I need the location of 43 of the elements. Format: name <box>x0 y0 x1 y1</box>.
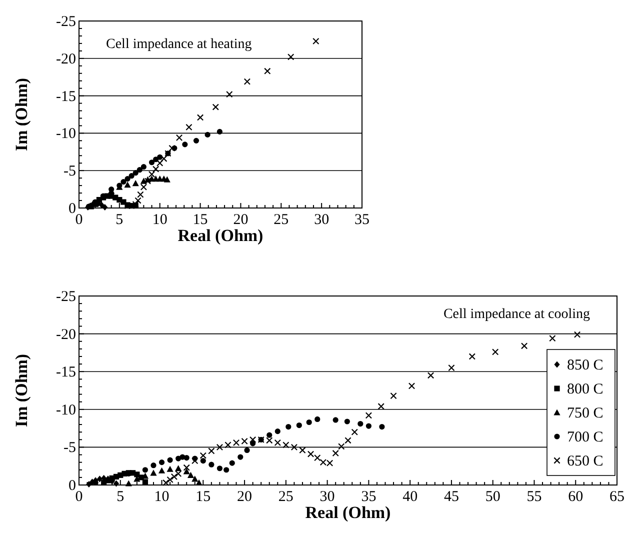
y-tick-label: -20 <box>56 326 76 343</box>
y-tick-label: -5 <box>64 440 76 456</box>
x-tick-label: 20 <box>233 212 248 228</box>
x-tick-label: 10 <box>154 489 170 505</box>
legend-label: 800 C <box>567 382 604 398</box>
x-tick-label: 10 <box>152 212 168 228</box>
x-tick-label: 35 <box>354 212 370 228</box>
x-axis-title: Real (Ohm) <box>305 503 391 522</box>
x-tick-label: 45 <box>444 489 459 505</box>
y-tick-label: -15 <box>56 364 76 381</box>
legend-label: 650 C <box>567 454 604 470</box>
legend-label: 850 C <box>567 358 604 374</box>
x-tick-label: 30 <box>314 212 330 228</box>
y-tick-label: -25 <box>56 289 76 305</box>
x-tick-label: 40 <box>402 489 418 505</box>
y-tick-label: -15 <box>56 88 76 105</box>
y-axis-title: Im (Ohm) <box>12 354 31 428</box>
y-axis-title: Im (Ohm) <box>12 78 31 152</box>
x-tick-label: 50 <box>485 489 500 505</box>
x-tick-label: 25 <box>274 212 289 228</box>
y-tick-label: -20 <box>56 51 76 68</box>
x-tick-label: 5 <box>116 489 124 505</box>
x-tick-label: 30 <box>320 489 335 505</box>
x-tick-label: 15 <box>192 212 208 228</box>
x-axis-title: Real (Ohm) <box>178 226 264 245</box>
x-tick-label: 15 <box>196 489 211 505</box>
y-tick-label: 0 <box>68 201 76 217</box>
x-tick-label: 20 <box>237 489 252 505</box>
annotation: Cell impedance at cooling <box>443 307 590 322</box>
legend-label: 700 C <box>567 430 604 446</box>
y-tick-label: -10 <box>56 402 76 418</box>
y-tick-label: 0 <box>68 478 76 494</box>
x-tick-label: 25 <box>278 489 294 505</box>
x-tick-label: 35 <box>361 489 376 505</box>
x-tick-label: 65 <box>610 489 624 505</box>
x-tick-label: 5 <box>116 212 124 228</box>
y-tick-label: -25 <box>56 14 76 30</box>
y-tick-label: -10 <box>56 126 76 142</box>
y-tick-label: -5 <box>64 164 76 180</box>
legend-label: 750 C <box>567 406 604 422</box>
x-tick-label: 55 <box>526 489 542 505</box>
x-tick-label: 60 <box>568 489 584 505</box>
annotation: Cell impedance at heating <box>106 37 252 52</box>
